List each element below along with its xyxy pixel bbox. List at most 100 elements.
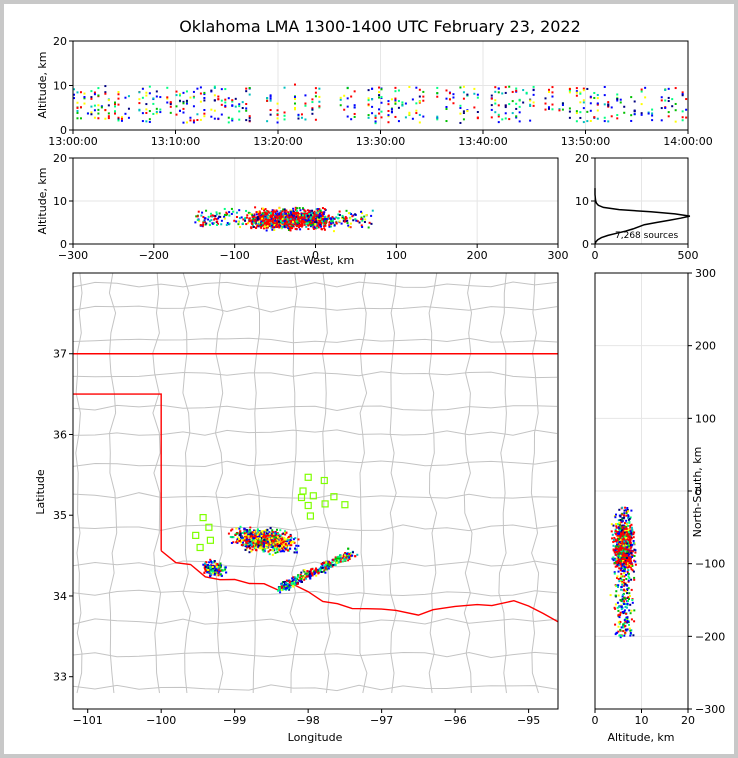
- time-altitude-point: [596, 97, 599, 100]
- time-altitude-ytick-label: 10: [53, 80, 67, 93]
- north-south-point: [622, 544, 625, 547]
- plan-view-point: [219, 566, 222, 569]
- time-altitude-point: [374, 122, 377, 125]
- time-altitude-point: [145, 91, 148, 94]
- north-south-point: [617, 625, 620, 628]
- north-south-point: [619, 538, 622, 541]
- time-altitude-point: [575, 112, 578, 115]
- plan-view-point: [339, 554, 342, 557]
- north-south-point: [616, 535, 619, 537]
- time-altitude-point: [314, 91, 317, 94]
- plan-view-point: [283, 581, 285, 584]
- north-south-point: [628, 541, 631, 544]
- east-west-point: [259, 215, 262, 218]
- time-altitude-point: [192, 96, 195, 99]
- plan-view-point: [302, 576, 305, 579]
- time-altitude-point: [660, 96, 663, 99]
- north-south-point: [622, 623, 625, 626]
- time-altitude-point: [152, 102, 155, 105]
- time-altitude-point: [248, 115, 251, 118]
- source-count-label: 7,268 sources: [615, 231, 679, 241]
- time-altitude-point: [422, 90, 425, 93]
- north-south-point: [623, 634, 626, 637]
- plan-view-point: [278, 542, 281, 545]
- east-west-point: [301, 214, 304, 217]
- time-altitude-point: [276, 117, 279, 120]
- east-west-point: [310, 221, 313, 224]
- plan-view-point: [230, 529, 233, 532]
- time-altitude-point: [297, 113, 300, 116]
- north-south-point: [617, 594, 620, 597]
- time-altitude-point: [579, 92, 582, 95]
- time-altitude-point: [582, 107, 585, 110]
- plan-view-point: [210, 560, 212, 563]
- plan-view-point: [339, 558, 342, 561]
- east-west-point: [306, 214, 309, 217]
- north-south-point: [625, 512, 628, 515]
- plan-view-point: [290, 544, 293, 547]
- north-south-point: [626, 550, 629, 553]
- east-west-point: [223, 215, 226, 218]
- north-south-label: North-South, km: [691, 447, 704, 538]
- east-west-point: [212, 222, 215, 225]
- plan-view-point: [342, 555, 345, 558]
- east-west-point: [233, 219, 236, 222]
- time-altitude-point: [145, 103, 148, 106]
- latitude-tick-label: 34: [53, 590, 67, 603]
- plan-view-point: [208, 561, 211, 564]
- time-altitude-point: [169, 103, 172, 106]
- north-south-point: [622, 556, 625, 559]
- east-west-point: [304, 212, 307, 215]
- north-south-point: [615, 523, 617, 525]
- north-south-point: [622, 557, 625, 560]
- plan-view-point: [284, 582, 286, 585]
- north-south-point: [612, 544, 615, 547]
- plan-view-point: [324, 564, 327, 567]
- east-west-point: [293, 212, 296, 215]
- station-marker: [321, 500, 329, 508]
- time-altitude-point: [367, 99, 370, 102]
- east-west-point: [283, 218, 286, 221]
- north-south-point: [618, 567, 621, 570]
- north-south-point: [616, 576, 618, 579]
- east-west-xtick-label: −200: [139, 249, 169, 262]
- time-altitude-point: [466, 94, 469, 97]
- north-south-point: [613, 536, 616, 539]
- plan-view-point: [292, 576, 295, 579]
- plan-view-point: [347, 555, 350, 558]
- time-altitude-point: [411, 98, 414, 101]
- plan-view-point: [268, 553, 271, 556]
- east-west-point: [295, 209, 298, 212]
- time-altitude-point: [462, 85, 465, 88]
- east-west-point: [322, 220, 325, 223]
- time-altitude-point: [196, 87, 199, 90]
- time-altitude-point: [245, 109, 248, 112]
- east-west-point: [318, 215, 321, 218]
- time-altitude-point: [155, 107, 158, 110]
- time-altitude-point: [353, 112, 356, 115]
- north-south-point: [617, 556, 620, 559]
- time-altitude-point: [529, 99, 532, 102]
- time-altitude-point: [224, 98, 227, 101]
- east-west-point: [202, 221, 205, 224]
- east-west-point: [344, 215, 347, 218]
- east-west-point: [281, 226, 284, 229]
- time-altitude-point: [311, 98, 314, 101]
- east-west-point: [286, 220, 289, 223]
- time-altitude-point: [318, 95, 321, 98]
- plan-view-point: [264, 547, 267, 550]
- east-west-point: [321, 214, 324, 217]
- east-west-point: [255, 216, 258, 219]
- north-south-point: [625, 629, 628, 632]
- plan-view-point: [296, 578, 299, 581]
- plan-view-point: [256, 540, 258, 543]
- east-west-point: [263, 212, 266, 215]
- plan-view-point: [204, 566, 207, 568]
- time-altitude-point: [582, 89, 585, 92]
- east-west-point: [298, 215, 301, 218]
- time-altitude-point: [148, 92, 151, 95]
- time-altitude-point: [490, 94, 493, 97]
- north-south-ytick-label: 300: [695, 267, 716, 280]
- time-altitude-point: [220, 99, 223, 102]
- plan-view-point: [242, 543, 245, 546]
